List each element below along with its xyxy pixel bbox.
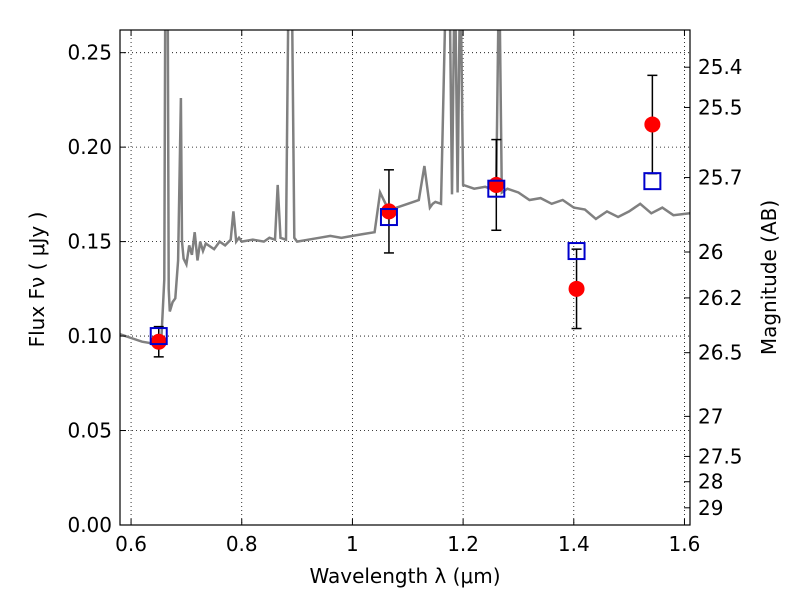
spectrum-series <box>120 30 690 345</box>
x-tick-label: 1.6 <box>669 532 701 556</box>
observed-point <box>380 203 397 220</box>
grid <box>120 30 690 526</box>
x-tick-label: 0.8 <box>226 532 258 556</box>
photometry-markers <box>149 116 662 350</box>
x-tick-label: 0.6 <box>115 532 147 556</box>
plot-frame <box>119 29 691 526</box>
error-bars <box>153 74 658 358</box>
y-tick-label: 0.25 <box>67 41 112 65</box>
model-point <box>149 327 168 346</box>
y-tick-label: 0.05 <box>67 419 112 443</box>
y2-tick-label: 28 <box>698 470 723 494</box>
y2-axis-title: Magnitude (AB) <box>757 200 781 355</box>
model-point <box>487 179 506 198</box>
y2-tick-label: 25.4 <box>698 55 743 79</box>
y-tick-label: 0.10 <box>67 324 112 348</box>
y2-tick-label: 27 <box>698 404 723 428</box>
observed-point <box>644 116 661 133</box>
model-point <box>643 172 662 191</box>
y-tick-label: 0.20 <box>67 135 112 159</box>
observed-point <box>568 280 585 297</box>
observed-point <box>150 333 167 350</box>
y2-tick-label: 29 <box>698 496 723 520</box>
y2-tick-label: 25.5 <box>698 95 743 119</box>
x-tick-label: 1.4 <box>558 532 590 556</box>
y2-tick-label: 26.5 <box>698 341 743 365</box>
x-tick-label: 1 <box>346 532 359 556</box>
y-tick-label: 0.00 <box>67 513 112 537</box>
y2-tick-label: 26.2 <box>698 286 743 310</box>
x-axis-title: Wavelength λ (μm) <box>309 564 500 588</box>
y2-tick-label: 25.7 <box>698 166 743 190</box>
spectrum-line <box>120 30 690 345</box>
y2-tick-label: 26 <box>698 240 723 264</box>
y2-tick-label: 27.5 <box>698 444 743 468</box>
y-tick-label: 0.15 <box>67 230 112 254</box>
ticks: 0.6 0.8 1 1.2 1.4 1.6 0.00 0.05 0.10 0.15 0.20 0.25… <box>67 30 743 556</box>
y-axis-title: Flux Fν ( μJy ) <box>25 212 49 348</box>
model-point <box>379 208 398 227</box>
x-tick-label: 1.2 <box>447 532 479 556</box>
observed-point <box>488 176 505 193</box>
model-point <box>567 242 586 261</box>
